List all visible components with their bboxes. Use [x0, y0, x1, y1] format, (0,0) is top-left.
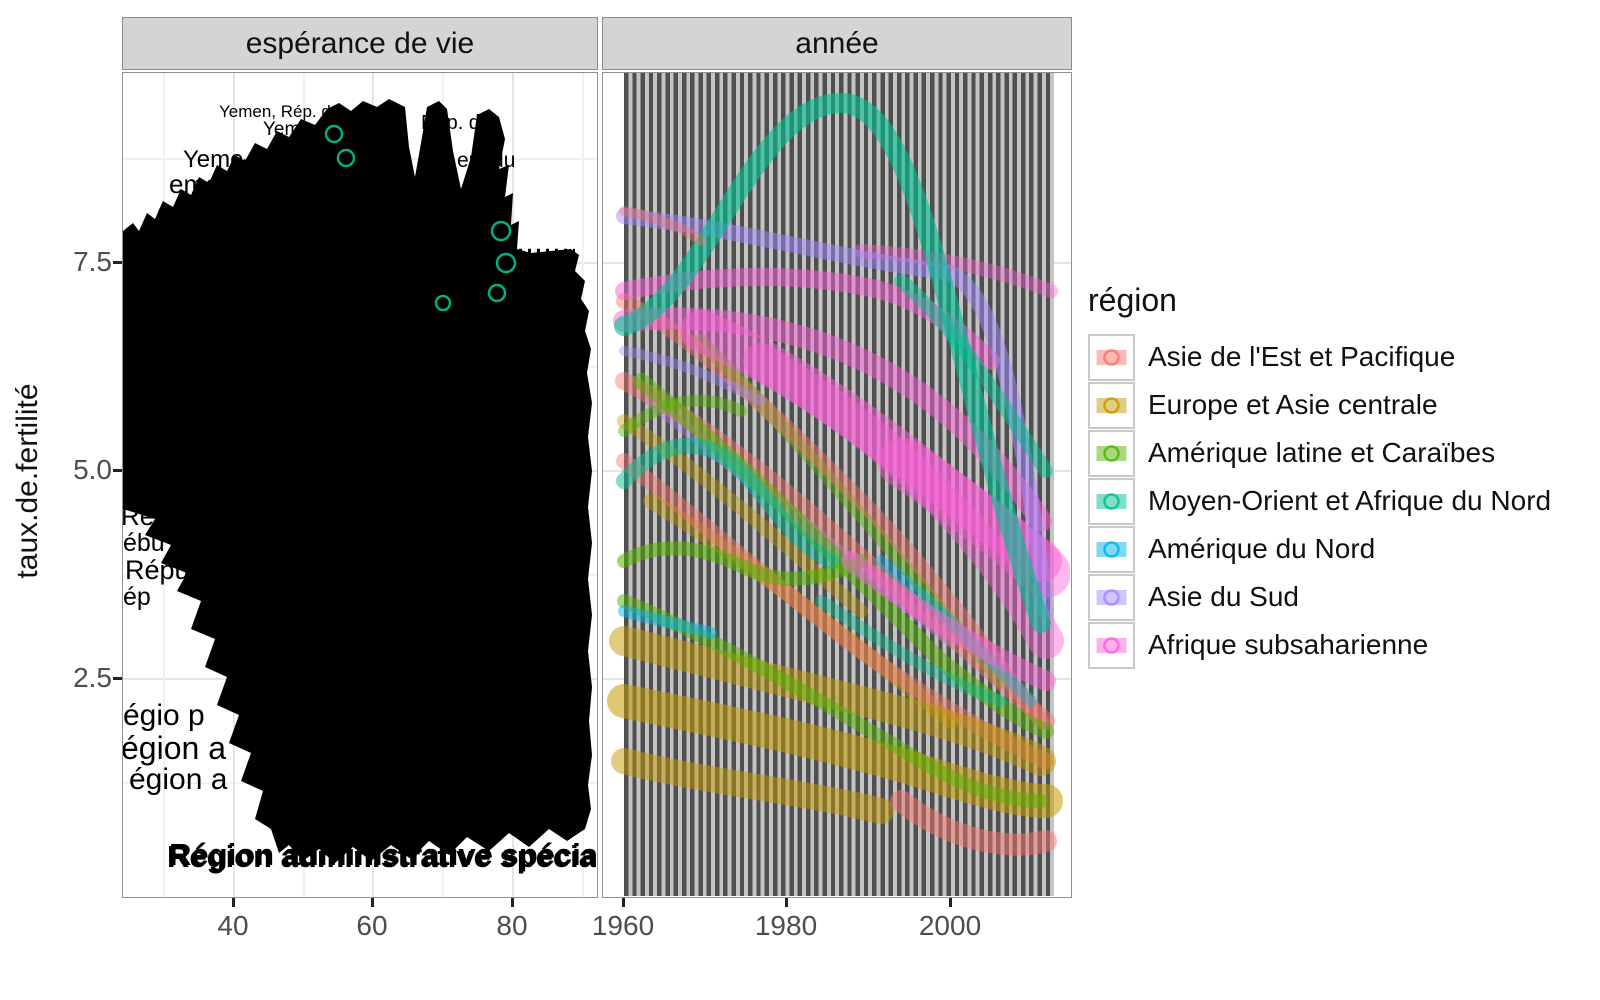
x-tick [622, 898, 625, 907]
legend-label: Amérique latine et Caraïbes [1148, 437, 1496, 468]
legend-key [1088, 477, 1135, 525]
legend-key [1088, 621, 1135, 669]
x-tick-label: 80 [496, 910, 528, 941]
legend-item: Amérique latine et Caraïbes [1088, 429, 1551, 477]
legend-label: Amérique du Nord [1148, 533, 1376, 564]
panel-esperance-de-vie: Yemen, Rép. du Yemen Rep. du Yeme emen e… [122, 72, 598, 898]
x-tick [232, 898, 235, 907]
blob-text: emen [169, 169, 234, 199]
blob-text: ep. du [457, 149, 515, 172]
legend-label: Asie de l'Est et Pacifique [1148, 341, 1456, 372]
overplotted-text-blob: Yemen, Rép. du Yemen Rep. du Yeme emen e… [123, 99, 596, 874]
legend-item: Amérique du Nord [1088, 525, 1551, 573]
legend-label: Asie du Sud [1148, 581, 1299, 612]
blob-text: eme [157, 196, 211, 227]
blob-text: ébu [123, 529, 165, 557]
x-tick-label: 1960 [591, 910, 655, 941]
x-tick-label: 2000 [918, 910, 982, 941]
legend-label: Afrique subsaharienne [1148, 629, 1429, 660]
facet-strip-esperance: espérance de vie [122, 17, 598, 70]
y-tick-label: 2.5 [73, 662, 112, 693]
legend-key [1088, 333, 1135, 381]
rotated-label-hatch [123, 159, 247, 327]
smooth-bands [607, 93, 1070, 856]
legend-key [1088, 573, 1135, 621]
x-tick [371, 898, 374, 907]
legend-item: Asie de l'Est et Pacifique [1088, 333, 1551, 381]
blob-text: Yeme [193, 223, 259, 253]
legend-title: région [1088, 282, 1177, 318]
x-tick-label: 60 [356, 910, 388, 941]
legend-label: Europe et Asie centrale [1148, 389, 1438, 420]
legend: région Asie de l'Est et Pacifique Europe… [1088, 282, 1551, 669]
blob-text: égion a [123, 730, 226, 766]
blob-text-bottom: Région administrative spécia [167, 839, 596, 874]
x-tick [785, 898, 788, 907]
blob-text: égio p [123, 699, 205, 732]
blob-text: Rép. du [421, 112, 491, 134]
legend-key [1088, 429, 1135, 477]
legend-item: Afrique subsaharienne [1088, 621, 1551, 669]
blob-text: Répu [125, 555, 190, 585]
x-tick-label: 1980 [754, 910, 818, 941]
y-tick-label: 7.5 [73, 246, 112, 277]
legend-item: Europe et Asie centrale [1088, 381, 1551, 429]
teal-point-rings [324, 124, 517, 312]
x-tick [949, 898, 952, 907]
blob-text: égion a [129, 763, 228, 796]
legend-item: Asie du Sud [1088, 573, 1551, 621]
blob-text-bottom: Région administrative spécia [169, 837, 596, 872]
legend-key [1088, 525, 1135, 573]
blob-text: n [495, 225, 507, 250]
blob-text: Yemen, Rép. du [219, 102, 340, 121]
blob-text: Répu [123, 501, 183, 531]
x-tick [511, 898, 514, 907]
legend-label: Moyen-Orient et Afrique du Nord [1148, 485, 1552, 516]
legend-item: Moyen-Orient et Afrique du Nord [1088, 477, 1551, 525]
x-tick-label: 40 [217, 910, 249, 941]
y-tick [113, 677, 122, 680]
blob-text: an [483, 199, 507, 224]
blob-text: Yeme [183, 146, 244, 173]
y-tick-label: 5.0 [73, 454, 112, 485]
panel-annee [602, 72, 1072, 898]
y-tick [113, 469, 122, 472]
facet-strip-annee: année [602, 17, 1072, 70]
blob-text: ép [123, 583, 151, 611]
legend-key [1088, 381, 1135, 429]
y-tick [113, 261, 122, 264]
